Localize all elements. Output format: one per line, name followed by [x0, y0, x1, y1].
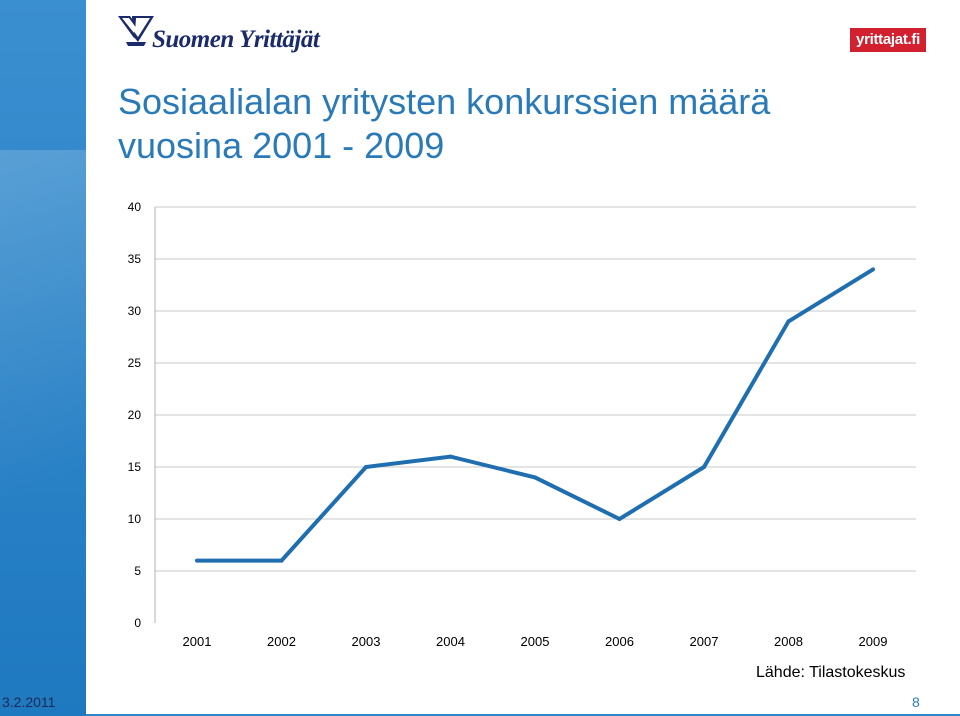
x-tick-label: 2003 [352, 634, 381, 649]
x-tick-label: 2007 [690, 634, 719, 649]
y-tick-label: 15 [128, 460, 142, 474]
footer-date: 3.2.2011 [2, 694, 56, 710]
y-tick-label: 20 [128, 408, 142, 422]
y-tick-label: 30 [128, 304, 142, 318]
page-number: 8 [912, 694, 920, 710]
data-point [786, 319, 791, 324]
x-tick-label: 2005 [521, 634, 550, 649]
suomen-yrittajat-logo: Suomen Yrittäjät [116, 12, 320, 54]
x-tick-label: 2004 [436, 634, 465, 649]
logo-mark-icon [118, 16, 154, 46]
data-point [448, 454, 453, 459]
data-point [533, 475, 537, 480]
y-tick-label: 35 [128, 252, 142, 266]
slide-title-line-1: Sosiaalialan yritysten konkurssien määrä [118, 81, 771, 122]
data-point [871, 267, 875, 272]
data-point [617, 517, 622, 521]
y-tick-label: 0 [134, 616, 141, 630]
x-tick-label: 2002 [267, 634, 296, 649]
y-tick-label: 25 [128, 356, 142, 370]
left-decorative-band [0, 0, 86, 716]
data-point [702, 465, 706, 469]
slide-title-line-2: vuosina 2001 - 2009 [118, 125, 445, 166]
y-tick-label: 40 [128, 200, 142, 214]
source-note: Lähde: Tilastokeskus [756, 664, 906, 681]
x-tick-label: 2009 [859, 634, 888, 649]
yrittajat-fi-badge: yrittajat.fi [850, 28, 926, 52]
y-tick-label: 10 [128, 512, 142, 526]
data-point [279, 558, 284, 563]
data-point [195, 558, 199, 563]
x-tick-label: 2008 [774, 634, 803, 649]
x-tick-label: 2006 [605, 634, 634, 649]
slide-title: Sosiaalialan yritysten konkurssien määrä… [118, 80, 918, 168]
slide-area [86, 0, 960, 716]
x-tick-label: 2001 [183, 634, 212, 649]
y-tick-label: 5 [134, 564, 141, 578]
data-point [364, 465, 368, 469]
logo-text: Suomen Yrittäjät [152, 26, 320, 53]
footer-divider [86, 714, 960, 716]
